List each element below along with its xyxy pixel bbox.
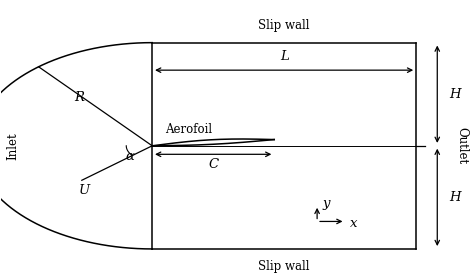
Text: α: α: [126, 150, 135, 163]
Text: Aerofoil: Aerofoil: [165, 123, 212, 136]
Text: R: R: [74, 91, 84, 103]
Text: Outlet: Outlet: [455, 127, 468, 164]
Text: H: H: [449, 191, 461, 204]
Text: L: L: [280, 50, 289, 63]
Text: U: U: [79, 184, 90, 197]
Text: x: x: [350, 217, 357, 230]
Text: y: y: [323, 197, 330, 210]
Text: Slip wall: Slip wall: [258, 260, 310, 273]
Text: H: H: [449, 88, 461, 101]
Text: Inlet: Inlet: [6, 132, 19, 160]
Text: Slip wall: Slip wall: [258, 19, 310, 32]
Text: C: C: [208, 158, 218, 172]
